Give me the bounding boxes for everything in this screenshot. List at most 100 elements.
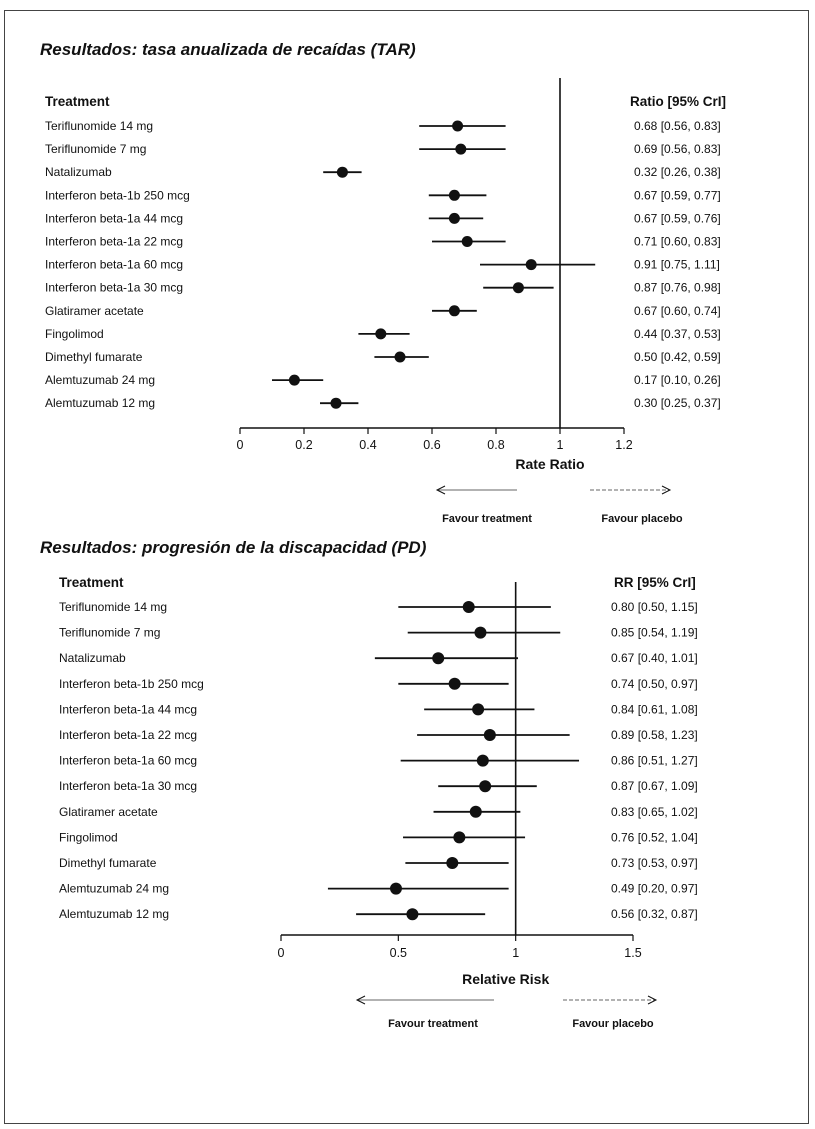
- chart-title-tar: Resultados: tasa anualizada de recaídas …: [40, 40, 416, 59]
- tar-treatment-label: Interferon beta-1a 30 mcg: [45, 281, 183, 295]
- pd-treatment-label: Dimethyl fumarate: [59, 856, 157, 870]
- pd-value-label: 0.67 [0.40, 1.01]: [611, 651, 698, 665]
- tar-point-estimate: [512, 282, 524, 294]
- figure-frame: [4, 10, 809, 1124]
- pd-treatment-label: Fingolimod: [59, 830, 118, 844]
- tar-treatment-label: Interferon beta-1a 60 mcg: [45, 258, 183, 272]
- pd-tick-label: 1.5: [624, 946, 641, 960]
- pd-value-label: 0.73 [0.53, 0.97]: [611, 856, 698, 870]
- tar-tick-label: 0: [237, 438, 244, 452]
- tar-point-estimate: [394, 351, 406, 363]
- tar-arrow-left-head-icon: [435, 485, 446, 495]
- pd-value-label: 0.87 [0.67, 1.09]: [611, 779, 698, 793]
- pd-point-estimate: [483, 729, 496, 741]
- pd-value-header: RR [95% CrI]: [614, 575, 696, 590]
- tar-treatment-label: Interferon beta-1a 44 mcg: [45, 211, 183, 225]
- pd-value-label: 0.80 [0.50, 1.15]: [611, 600, 698, 614]
- pd-treatment-label: Interferon beta-1b 250 mcg: [59, 677, 204, 691]
- pd-value-label: 0.86 [0.51, 1.27]: [611, 754, 698, 768]
- pd-treatment-label: Teriflunomide 7 mg: [59, 626, 160, 640]
- pd-value-label: 0.84 [0.61, 1.08]: [611, 702, 698, 716]
- pd-treatment-label: Interferon beta-1a 60 mcg: [59, 754, 197, 768]
- tar-point-estimate: [525, 259, 537, 271]
- tar-value-label: 0.17 [0.10, 0.26]: [634, 373, 721, 387]
- tar-treatment-label: Interferon beta-1b 250 mcg: [45, 188, 190, 202]
- tar-treatment-label: Alemtuzumab 24 mg: [45, 373, 155, 387]
- tar-point-estimate: [461, 236, 473, 247]
- tar-favour-placebo-label: Favour placebo: [601, 513, 683, 525]
- pd-row-header: Treatment: [59, 575, 124, 590]
- tar-tick-label: 1: [557, 438, 564, 452]
- pd-point-estimate: [474, 626, 487, 639]
- pd-point-estimate: [453, 831, 466, 844]
- tar-point-estimate: [455, 143, 467, 155]
- tar-value-label: 0.71 [0.60, 0.83]: [634, 235, 721, 249]
- pd-treatment-label: Glatiramer acetate: [59, 805, 158, 819]
- pd-value-label: 0.56 [0.32, 0.87]: [611, 907, 698, 921]
- tar-x-axis-label: Rate Ratio: [515, 456, 584, 472]
- pd-favour-placebo-label: Favour placebo: [572, 1018, 654, 1030]
- tar-treatment-label: Teriflunomide 7 mg: [45, 142, 146, 156]
- pd-point-estimate: [476, 754, 489, 767]
- tar-value-label: 0.50 [0.42, 0.59]: [634, 350, 721, 364]
- pd-point-estimate: [472, 703, 485, 716]
- pd-value-label: 0.83 [0.65, 1.02]: [611, 805, 698, 819]
- pd-favour-treatment-label: Favour treatment: [388, 1018, 478, 1030]
- tar-tick-label: 1.2: [615, 438, 632, 452]
- tar-treatment-label: Teriflunomide 14 mg: [45, 119, 153, 133]
- tar-tick-label: 0.2: [295, 438, 312, 452]
- pd-point-estimate: [446, 857, 459, 869]
- tar-value-label: 0.67 [0.59, 0.77]: [634, 188, 721, 202]
- tar-point-estimate: [375, 328, 387, 340]
- pd-treatment-label: Interferon beta-1a 30 mcg: [59, 779, 197, 793]
- pd-value-label: 0.49 [0.20, 0.97]: [611, 882, 698, 896]
- pd-point-estimate: [479, 780, 492, 793]
- tar-point-estimate: [336, 166, 348, 178]
- pd-tick-label: 0: [278, 946, 285, 960]
- tar-point-estimate: [448, 189, 460, 201]
- tar-value-label: 0.67 [0.60, 0.74]: [634, 304, 721, 318]
- tar-arrow-right-head-icon: [661, 485, 672, 495]
- tar-treatment-label: Glatiramer acetate: [45, 304, 144, 318]
- tar-tick-label: 0.6: [423, 438, 440, 452]
- tar-treatment-label: Dimethyl fumarate: [45, 350, 143, 364]
- tar-favour-treatment-label: Favour treatment: [442, 513, 532, 525]
- tar-value-header: Ratio [95% CrI]: [630, 94, 726, 109]
- pd-treatment-label: Interferon beta-1a 22 mcg: [59, 728, 197, 742]
- pd-arrow-left-head-icon: [355, 995, 366, 1005]
- pd-point-estimate: [432, 652, 445, 665]
- tar-value-label: 0.68 [0.56, 0.83]: [634, 119, 721, 133]
- pd-value-label: 0.89 [0.58, 1.23]: [611, 728, 698, 742]
- pd-value-label: 0.76 [0.52, 1.04]: [611, 830, 698, 844]
- tar-value-label: 0.44 [0.37, 0.53]: [634, 327, 721, 341]
- pd-value-label: 0.85 [0.54, 1.19]: [611, 626, 698, 640]
- tar-point-estimate: [288, 374, 300, 386]
- tar-point-estimate: [448, 212, 460, 224]
- tar-value-label: 0.32 [0.26, 0.38]: [634, 165, 721, 179]
- pd-x-axis-label: Relative Risk: [462, 971, 549, 987]
- pd-point-estimate: [389, 882, 402, 895]
- tar-value-label: 0.67 [0.59, 0.76]: [634, 211, 721, 225]
- tar-treatment-label: Alemtuzumab 12 mg: [45, 396, 155, 410]
- tar-row-header: Treatment: [45, 94, 110, 109]
- pd-value-label: 0.74 [0.50, 0.97]: [611, 677, 698, 691]
- pd-point-estimate: [406, 908, 419, 921]
- tar-tick-label: 0.4: [359, 438, 376, 452]
- tar-value-label: 0.69 [0.56, 0.83]: [634, 142, 721, 156]
- tar-value-label: 0.30 [0.25, 0.37]: [634, 396, 721, 410]
- pd-tick-label: 0.5: [390, 946, 407, 960]
- chart-title-pd: Resultados: progresión de la discapacida…: [40, 538, 427, 557]
- tar-treatment-label: Interferon beta-1a 22 mcg: [45, 235, 183, 249]
- pd-point-estimate: [469, 805, 482, 818]
- tar-tick-label: 0.8: [487, 438, 504, 452]
- tar-point-estimate: [330, 397, 342, 409]
- tar-treatment-label: Fingolimod: [45, 327, 104, 341]
- pd-treatment-label: Interferon beta-1a 44 mcg: [59, 702, 197, 716]
- pd-treatment-label: Alemtuzumab 12 mg: [59, 907, 169, 921]
- tar-treatment-label: Natalizumab: [45, 165, 112, 179]
- pd-treatment-label: Teriflunomide 14 mg: [59, 600, 167, 614]
- tar-point-estimate: [452, 120, 464, 132]
